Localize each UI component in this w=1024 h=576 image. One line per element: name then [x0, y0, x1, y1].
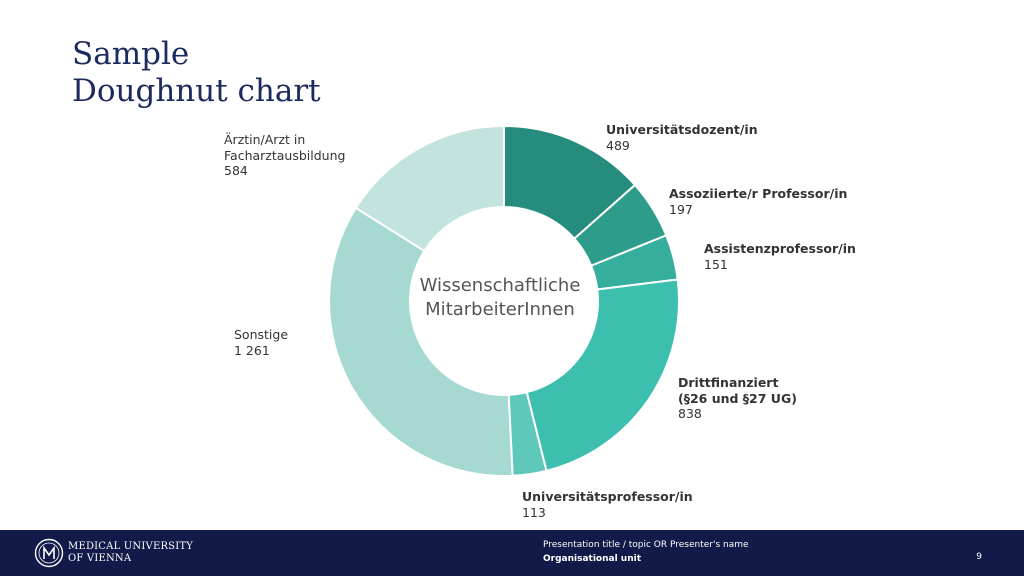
label-value: 838	[678, 406, 702, 421]
label-value: 489	[606, 137, 630, 153]
university-logo-text: MEDICAL UNIVERSITY OF VIENNA	[68, 541, 193, 565]
label-name: Assistenzprofessor/in	[704, 241, 856, 256]
label-aerztin-arzt: Ärztin/Arzt in Facharztausbildung 584	[224, 132, 345, 179]
label-universitaetsdozent: Universitätsdozent/in 489	[606, 122, 758, 153]
label-name: Ärztin/Arzt in Facharztausbildung	[224, 132, 346, 163]
footer-info: Presentation title / topic OR Presenter'…	[543, 538, 749, 566]
page-number: 9	[976, 552, 982, 562]
doughnut-segment-6	[354, 124, 505, 253]
label-value: 197	[669, 201, 693, 217]
doughnut-chart	[328, 124, 680, 477]
label-value: 151	[704, 256, 728, 272]
logo-line-1: MEDICAL UNIVERSITY	[68, 541, 194, 552]
slide-title: Sample Doughnut chart	[72, 36, 321, 110]
doughnut-segment-5	[328, 206, 514, 477]
label-name: Universitätsdozent/in	[606, 122, 758, 137]
label-value: 1 261	[234, 342, 270, 358]
slide-title-line-1: Sample	[72, 36, 190, 72]
logo-line-2: OF VIENNA	[68, 553, 132, 564]
organisational-unit: Organisational unit	[543, 554, 641, 564]
label-name: Sonstige	[234, 327, 289, 342]
footer-bar: MEDICAL UNIVERSITY OF VIENNA Presentatio…	[0, 530, 1024, 576]
university-seal-icon	[34, 538, 64, 568]
label-value: 113	[522, 504, 546, 520]
label-universitaetsprofessor: Universitätsprofessor/in 113	[522, 489, 693, 520]
label-drittfinanziert: Drittfinanziert (§26 und §27 UG) 838	[678, 375, 797, 422]
label-name: Universitätsprofessor/in	[522, 489, 693, 504]
label-assistenzprofessor: Assistenzprofessor/in 151	[704, 241, 856, 272]
center-label-line-1: Wissenschaftliche	[419, 275, 581, 296]
label-name: Assoziierte/r Professor/in	[669, 186, 848, 201]
label-assoziierte-professor: Assoziierte/r Professor/in 197	[669, 186, 847, 217]
label-value: 584	[224, 163, 248, 178]
slide-title-line-2: Doughnut chart	[72, 73, 321, 109]
label-sonstige: Sonstige 1 261	[234, 327, 288, 358]
label-name: Drittfinanziert (§26 und §27 UG)	[678, 375, 797, 406]
doughnut-center-label: Wissenschaftliche MitarbeiterInnen	[384, 274, 616, 322]
presentation-title: Presentation title / topic OR Presenter'…	[543, 540, 749, 550]
doughnut-segment-3	[525, 278, 680, 472]
center-label-line-2: MitarbeiterInnen	[425, 299, 575, 320]
